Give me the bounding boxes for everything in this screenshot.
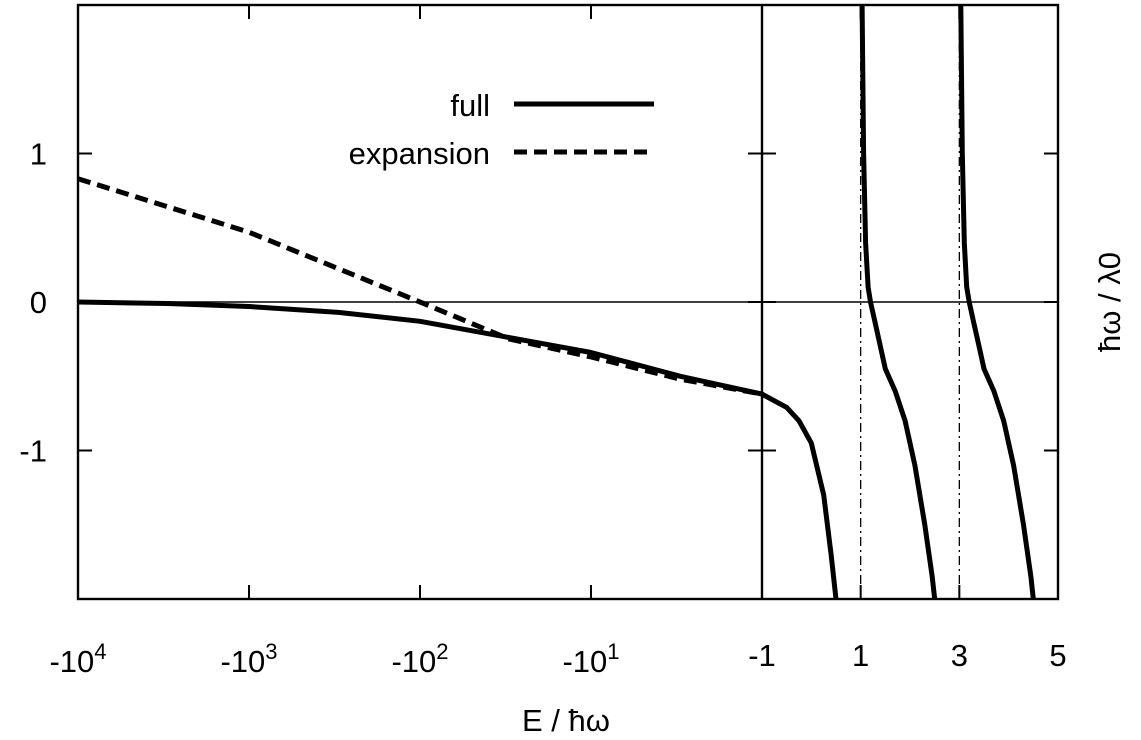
series-full-branch-2 — [859, 4, 938, 600]
series-lines — [77, 4, 1036, 600]
y-tick-label: 0 — [30, 285, 47, 320]
x-tick-label: 1 — [852, 638, 869, 673]
series-full-branch-1 — [760, 391, 839, 600]
x-tick-label: -1 — [748, 638, 776, 673]
x-tick-labels: -104 -103 -102 -101 -1 1 3 5 — [49, 638, 1066, 679]
x-axis-label: E / ħω — [522, 703, 610, 738]
series-expansion-left — [77, 176, 763, 397]
legend-label-expansion: expansion — [349, 136, 490, 171]
y-tick-labels: 1 0 -1 — [19, 137, 47, 469]
y-axis-label: ħω / λ0 — [1092, 252, 1127, 352]
plot-frame — [76, 3, 1060, 601]
y-tick-label: -1 — [19, 434, 47, 469]
series-full-branch-3 — [958, 4, 1036, 600]
legend: full expansion — [349, 88, 654, 171]
x-tick-label: 3 — [951, 638, 968, 673]
y-tick-label: 1 — [30, 137, 47, 172]
x-tick-label: 5 — [1049, 638, 1066, 673]
legend-label-full: full — [450, 88, 490, 123]
series-full-left — [77, 299, 763, 397]
